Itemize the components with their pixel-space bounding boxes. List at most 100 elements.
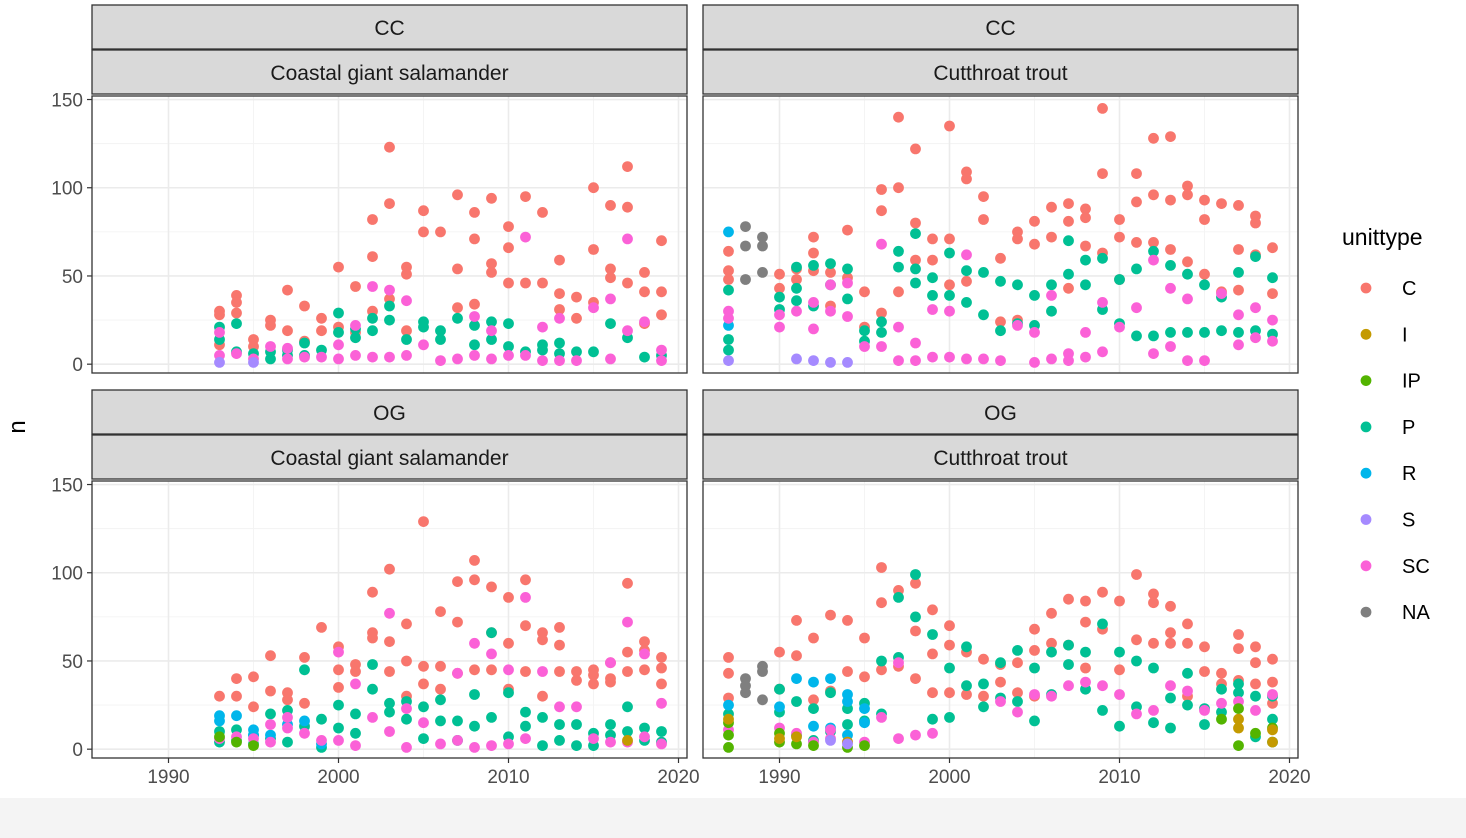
- data-point: [944, 620, 955, 632]
- data-point: [978, 309, 989, 321]
- data-point: [299, 351, 310, 363]
- panel-3: OG Coastal giant salamander 0 50 100 150 1990 2…: [51, 389, 700, 788]
- data-point: [1148, 245, 1159, 257]
- data-point: [520, 277, 531, 289]
- data-point: [622, 666, 633, 677]
- data-point: [1097, 252, 1108, 264]
- x-tick-label: 2020: [1268, 767, 1310, 788]
- data-point: [1012, 687, 1023, 699]
- data-point: [452, 667, 463, 679]
- data-point: [1165, 131, 1176, 143]
- data-point: [231, 736, 242, 748]
- data-point: [639, 267, 650, 278]
- data-point: [265, 353, 276, 365]
- data-point: [876, 597, 887, 609]
- data-point: [622, 277, 633, 289]
- x-tick-label: 1990: [758, 767, 800, 788]
- series-C: [214, 516, 667, 713]
- data-point: [1233, 643, 1244, 654]
- data-point: [859, 286, 870, 298]
- data-point: [1148, 237, 1159, 248]
- legend-key: [1360, 560, 1372, 572]
- data-point: [825, 609, 836, 621]
- data-point: [978, 191, 989, 203]
- data-point: [1029, 238, 1040, 250]
- data-point: [333, 699, 344, 711]
- data-point: [214, 690, 225, 702]
- data-point: [757, 240, 768, 252]
- data-point: [333, 353, 344, 365]
- data-point: [350, 678, 361, 690]
- data-point: [1131, 569, 1142, 580]
- data-point: [842, 293, 853, 305]
- data-point: [1250, 217, 1261, 229]
- data-point: [316, 312, 327, 324]
- series-NA: [740, 660, 768, 706]
- data-point: [622, 233, 633, 245]
- data-point: [944, 279, 955, 291]
- data-point: [893, 111, 904, 123]
- data-point: [1046, 231, 1057, 243]
- data-point: [927, 648, 938, 660]
- data-point: [978, 678, 989, 690]
- data-point: [418, 516, 429, 527]
- data-point: [639, 664, 650, 676]
- data-point: [1250, 690, 1261, 702]
- data-point: [418, 226, 429, 238]
- data-point: [1080, 254, 1091, 266]
- data-point: [384, 351, 395, 363]
- data-point: [723, 312, 734, 324]
- legend-key: [1360, 328, 1372, 340]
- data-point: [876, 238, 887, 250]
- data-point: [350, 727, 361, 739]
- data-point: [299, 337, 310, 349]
- data-point: [486, 316, 497, 328]
- panel-border: [91, 480, 688, 759]
- data-point: [214, 731, 225, 743]
- data-point: [944, 290, 955, 301]
- data-point: [1148, 348, 1159, 359]
- data-point: [927, 727, 938, 739]
- data-point: [350, 320, 361, 331]
- data-point: [1046, 690, 1057, 702]
- data-point: [503, 242, 514, 254]
- legend-label: NA: [1402, 602, 1430, 624]
- data-point: [1148, 662, 1159, 674]
- data-point: [231, 710, 242, 722]
- data-point: [1216, 288, 1227, 299]
- data-point: [265, 708, 276, 720]
- data-point: [537, 712, 548, 723]
- data-point: [1267, 288, 1278, 299]
- data-point: [910, 254, 921, 266]
- data-point: [1250, 657, 1261, 669]
- data-point: [774, 282, 785, 294]
- data-point: [384, 607, 395, 619]
- y-tick-label: 0: [72, 355, 83, 376]
- strip-species-label: Coastal giant salamander: [270, 447, 508, 470]
- data-point: [1148, 717, 1159, 729]
- data-point: [978, 653, 989, 665]
- data-point: [842, 277, 853, 289]
- data-point: [605, 293, 616, 305]
- data-point: [1250, 705, 1261, 716]
- data-point: [995, 676, 1006, 688]
- data-point: [1063, 198, 1074, 210]
- series-I: [622, 735, 633, 746]
- data-point: [367, 659, 378, 670]
- data-point: [554, 288, 565, 299]
- data-point: [1097, 618, 1108, 630]
- data-point: [893, 261, 904, 273]
- strip-section-label: CC: [374, 17, 404, 40]
- data-point: [1012, 657, 1023, 669]
- data-point: [622, 616, 633, 628]
- data-point: [876, 327, 887, 338]
- data-point: [927, 304, 938, 315]
- data-point: [944, 247, 955, 259]
- data-point: [333, 664, 344, 676]
- data-point: [537, 277, 548, 289]
- data-point: [265, 650, 276, 662]
- data-point: [1148, 637, 1159, 649]
- data-point: [1250, 727, 1261, 739]
- data-point: [231, 690, 242, 702]
- data-point: [961, 641, 972, 653]
